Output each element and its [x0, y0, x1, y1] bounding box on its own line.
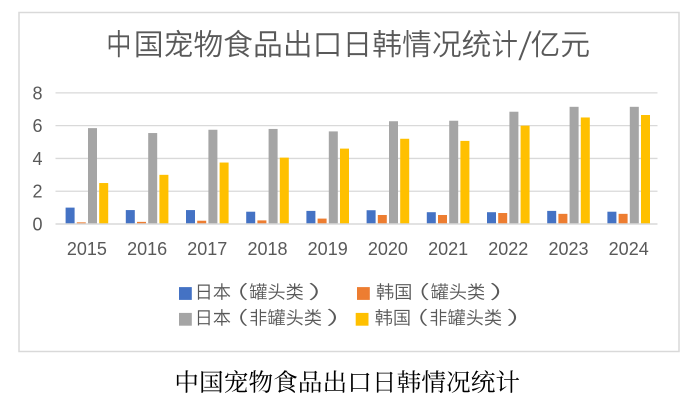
svg-text:6: 6 — [32, 116, 42, 136]
svg-text:2021: 2021 — [428, 239, 468, 259]
svg-text:2022: 2022 — [488, 239, 528, 259]
svg-text:2016: 2016 — [127, 239, 167, 259]
svg-text:2017: 2017 — [187, 239, 227, 259]
svg-text:8: 8 — [32, 83, 42, 103]
svg-text:4: 4 — [32, 149, 42, 169]
svg-text:2: 2 — [32, 182, 42, 202]
svg-text:2018: 2018 — [247, 239, 287, 259]
svg-text:2024: 2024 — [609, 239, 649, 259]
svg-text:2019: 2019 — [308, 239, 348, 259]
svg-text:0: 0 — [32, 215, 42, 235]
svg-text:2020: 2020 — [368, 239, 408, 259]
svg-text:2015: 2015 — [67, 239, 107, 259]
svg-text:2023: 2023 — [548, 239, 588, 259]
